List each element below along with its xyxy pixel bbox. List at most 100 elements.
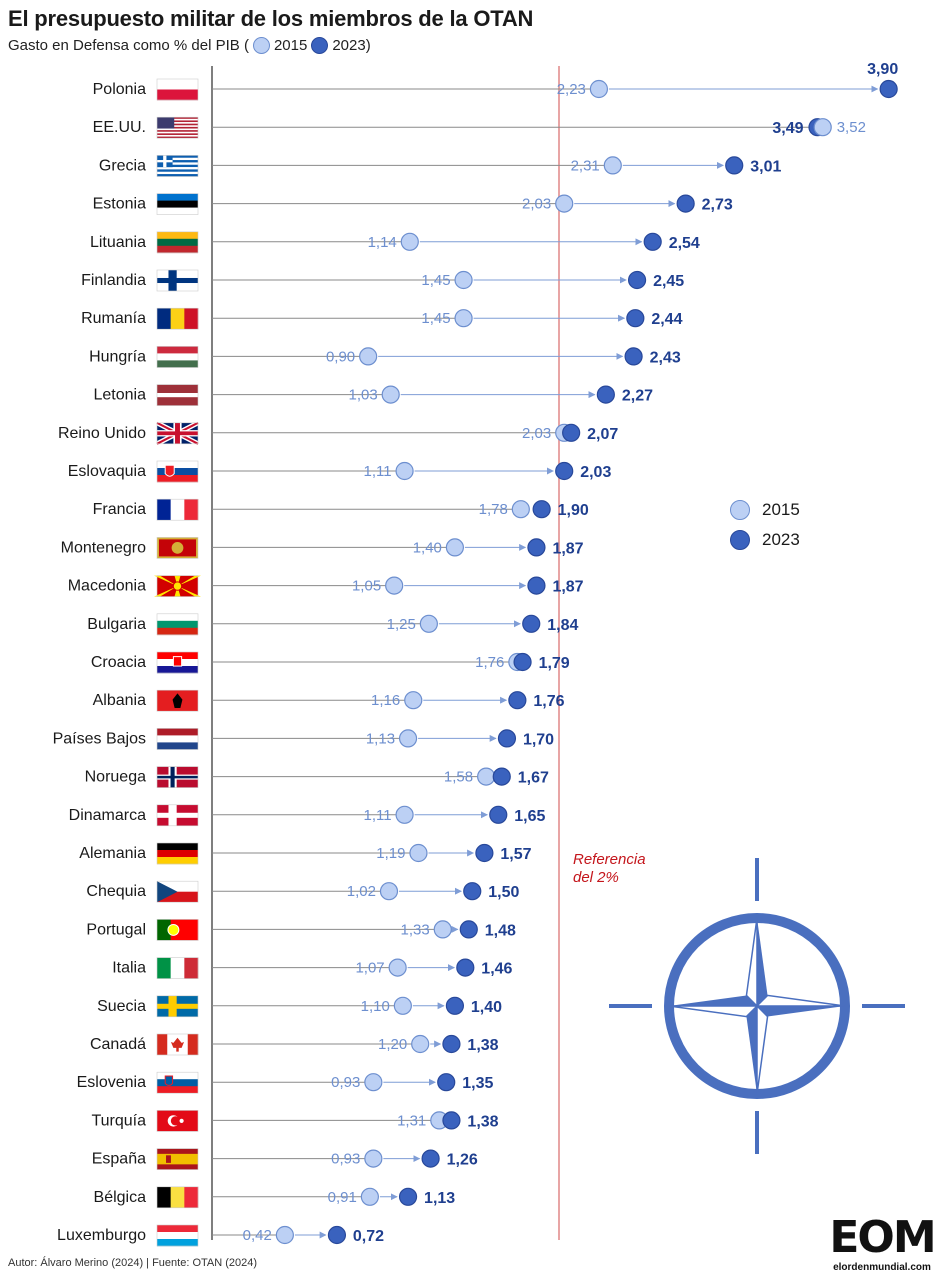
- flag-stripe: [157, 167, 198, 170]
- flag-outline: [156, 498, 199, 521]
- row-czechia: Chequia 1,02 1,50: [86, 880, 519, 903]
- flag-denmark-icon: [156, 804, 199, 827]
- row-bulgaria: Bulgaria 1,25 1,84: [87, 613, 578, 636]
- flag-eagle: [172, 693, 183, 709]
- subtitle-2015-swatch: [252, 37, 270, 54]
- value-label-2023: 1,50: [488, 884, 519, 901]
- value-label-2023: 1,38: [467, 1113, 498, 1130]
- value-label-2023: 2,07: [587, 426, 618, 443]
- dot-2023: [624, 347, 643, 366]
- flag-ray: [174, 575, 181, 587]
- flag-spain-icon: [156, 1148, 199, 1170]
- flag-triangle: [157, 881, 178, 903]
- value-label-2023: 2,44: [651, 311, 682, 328]
- dot-2015: [364, 1149, 383, 1168]
- dot-2023: [527, 538, 546, 557]
- dot-2015: [511, 500, 530, 519]
- value-label-2015: 1,14: [368, 234, 397, 251]
- flag-stripe: [157, 652, 198, 660]
- value-label-2023: 1,46: [481, 961, 512, 978]
- flag-stripe: [157, 360, 198, 368]
- value-label-2023: 1,65: [514, 808, 545, 825]
- dot-2023: [676, 194, 695, 213]
- flag-stripe: [157, 475, 198, 483]
- row-greece: Grecia 2,31 3,01: [99, 155, 781, 177]
- flag-luxembourg-icon: [156, 1224, 199, 1247]
- flag-stripe: [157, 126, 198, 129]
- flag-stripe: [187, 1034, 199, 1055]
- chart-title: El presupuesto militar de los miembros d…: [8, 6, 534, 31]
- eom-logo: EOM elordenmundial.com: [826, 1212, 938, 1274]
- eom-logo-mark: EOM: [829, 1212, 936, 1263]
- flag-finland-icon: [156, 269, 199, 292]
- dot-2023: [489, 805, 508, 824]
- country-label: Reino Unido: [58, 425, 146, 442]
- dot-2015: [395, 461, 414, 481]
- row-slovakia: Eslovaquia 1,11 2,03: [68, 460, 611, 483]
- value-label-2015: 1,10: [361, 998, 390, 1015]
- flag-stripe: [157, 857, 198, 865]
- country-label: Noruega: [85, 769, 146, 786]
- flag-canton: [157, 117, 175, 129]
- flag-cross: [157, 160, 173, 163]
- value-label-2015: 1,16: [371, 692, 400, 709]
- dot-2023: [643, 232, 662, 251]
- country-label: Polonia: [93, 81, 146, 98]
- emblem-star-dark: [757, 1006, 845, 1017]
- flag-usa-icon: [156, 116, 199, 139]
- country-label: Chequia: [86, 883, 146, 900]
- dot-2015: [411, 1034, 430, 1054]
- flag-outline: [156, 1148, 199, 1170]
- value-label-2015: 3,52: [837, 119, 866, 136]
- country-label: Estonia: [93, 196, 146, 213]
- eom-logo-url: elordenmundial.com: [833, 1262, 931, 1273]
- dot-2015: [398, 729, 418, 748]
- flag-outline: [156, 422, 199, 445]
- flag-stripe: [157, 957, 171, 979]
- dot-2023: [508, 691, 527, 710]
- flag-shield: [166, 1155, 171, 1163]
- dot-2023: [513, 652, 532, 672]
- flag-ray: [154, 575, 178, 587]
- dot-2015: [589, 79, 609, 99]
- flag-outline: [156, 231, 199, 254]
- flag-stripe: [157, 131, 198, 134]
- flag-stripe: [157, 128, 198, 131]
- dot-2015: [379, 882, 399, 901]
- country-label: Portugal: [86, 921, 146, 938]
- flag-croatia-icon: [156, 651, 199, 674]
- flag-stripe: [157, 155, 198, 159]
- row-finland: Finlandia 1,45 2,45: [81, 269, 684, 292]
- value-label-2015: 1,33: [401, 921, 430, 938]
- dot-2015: [404, 691, 423, 710]
- row-canada: Canadá 1,20 1,38: [90, 1033, 499, 1056]
- dot-2023: [725, 156, 744, 175]
- flag-stripe: [157, 207, 198, 215]
- value-label-2015: 1,31: [397, 1112, 426, 1129]
- flag-stripe: [157, 728, 198, 736]
- flag-stripe: [184, 1186, 199, 1208]
- value-label-2015: 1,45: [421, 310, 450, 327]
- flag-stripe: [157, 89, 198, 101]
- value-label-2023: 1,76: [533, 693, 564, 710]
- legend-2023-label: 2023: [762, 530, 800, 549]
- country-label: Alemania: [79, 845, 146, 862]
- dot-2023: [627, 270, 647, 290]
- country-label: Dinamarca: [69, 807, 146, 824]
- country-label: Montenegro: [61, 539, 146, 556]
- flag-stripe: [157, 843, 198, 851]
- flag-outline: [156, 1224, 199, 1247]
- flag-greece-icon: [156, 155, 199, 177]
- dot-2015: [603, 156, 622, 175]
- country-label: Suecia: [97, 998, 146, 1015]
- row-turkey: Turquía 1,31 1,38: [91, 1110, 499, 1132]
- subtitle-text: Gasto en Defensa como % del PIB (: [8, 37, 249, 54]
- flag-outline: [156, 346, 199, 368]
- flag-stripe: [157, 200, 198, 208]
- flag-outline: [156, 155, 199, 177]
- flag-italy-icon: [156, 957, 199, 979]
- value-label-2015: 1,03: [349, 387, 378, 404]
- value-label-2023: 0,72: [353, 1228, 384, 1245]
- country-label: Bélgica: [94, 1189, 147, 1206]
